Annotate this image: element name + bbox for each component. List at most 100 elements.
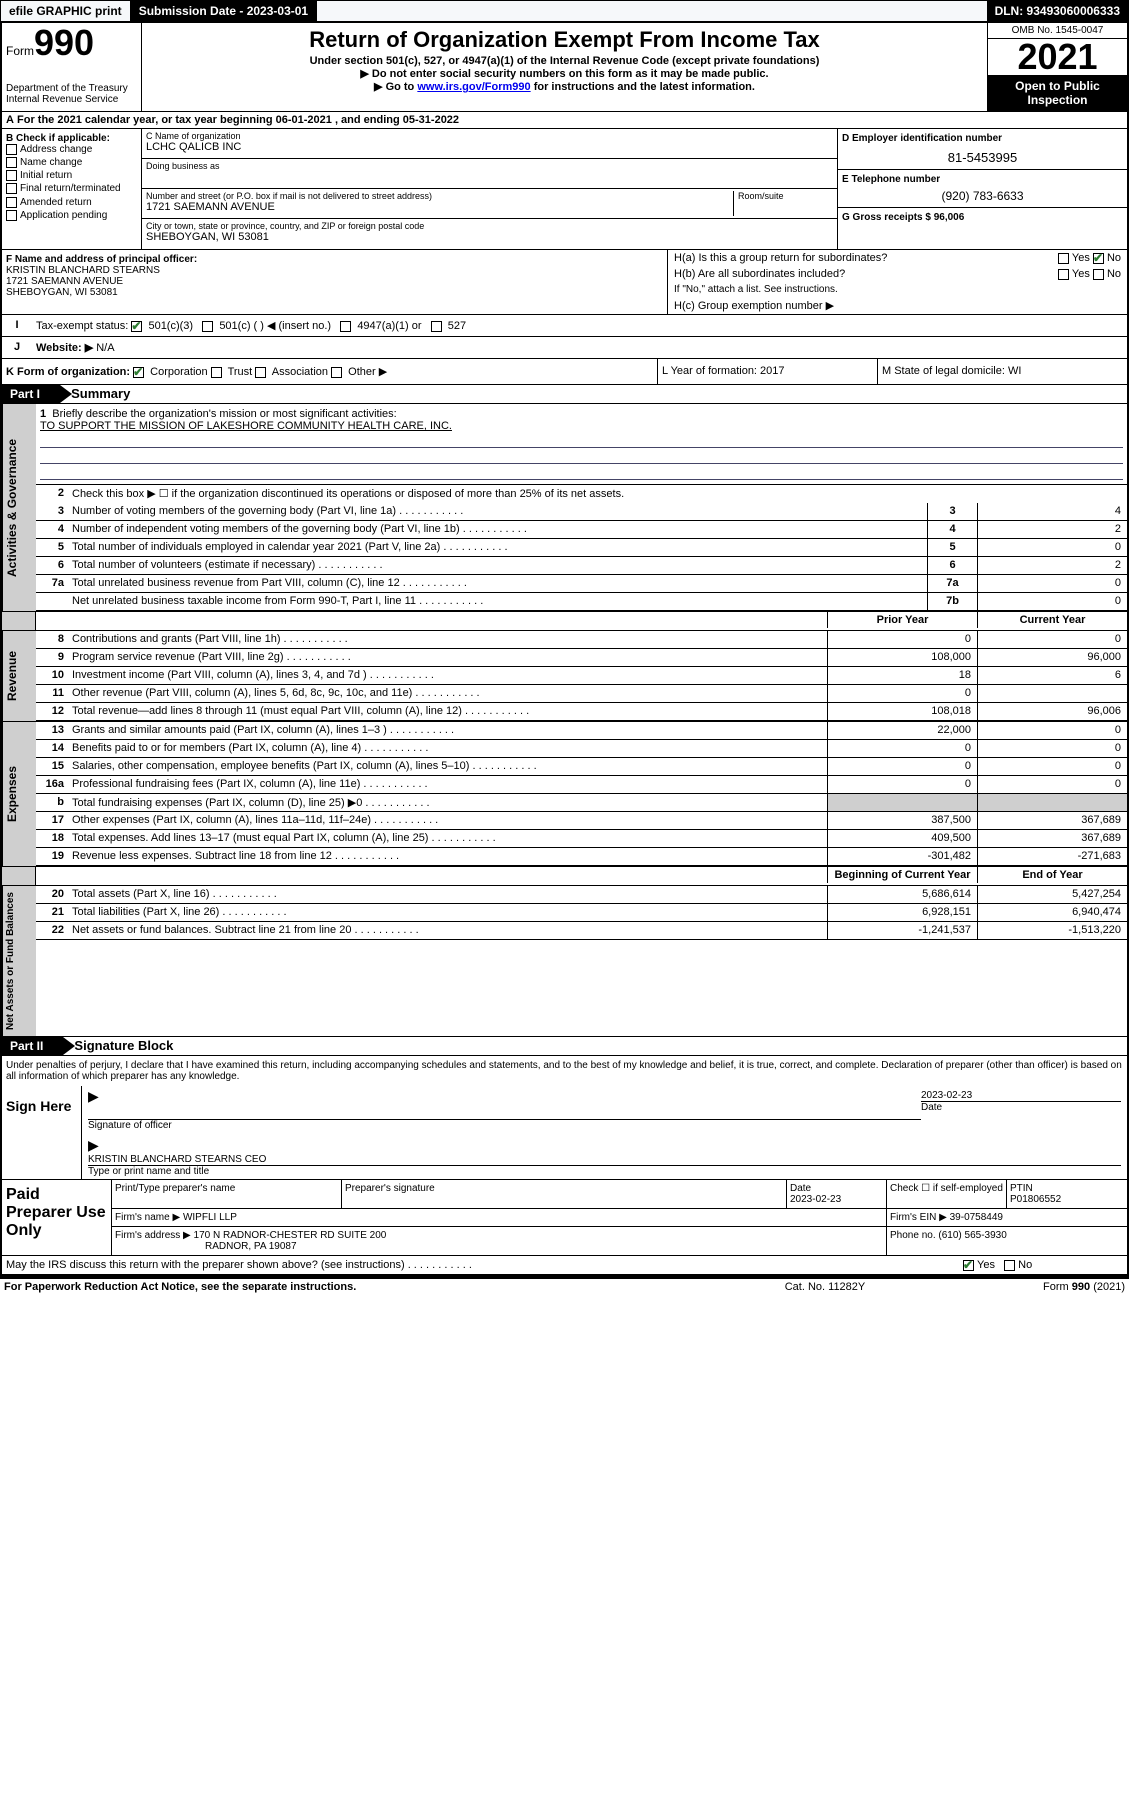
addr-label: Number and street (or P.O. box if mail i…: [146, 191, 733, 201]
sign-here-label: Sign Here: [2, 1086, 82, 1179]
chk-application-pending[interactable]: [6, 210, 17, 221]
line-num: 3: [36, 503, 70, 520]
hb-no-chk[interactable]: [1093, 269, 1104, 280]
line-num: 4: [36, 521, 70, 538]
line-num: [36, 593, 70, 610]
officer-print-name: KRISTIN BLANCHARD STEARNS CEO: [88, 1154, 1121, 1165]
chk-501c[interactable]: [202, 321, 213, 332]
form-frame: Form990 Department of the Treasury Inter…: [0, 21, 1129, 1278]
submission-date: Submission Date - 2023-03-01: [131, 1, 317, 21]
col-b-label: B Check if applicable:: [6, 133, 137, 144]
chk-name-change[interactable]: [6, 157, 17, 168]
officer-name: KRISTIN BLANCHARD STEARNS: [6, 265, 663, 276]
line-text: Program service revenue (Part VIII, line…: [70, 649, 827, 666]
ptin-value: P01806552: [1010, 1194, 1061, 1205]
penalties-text: Under penalties of perjury, I declare th…: [2, 1056, 1127, 1086]
prior-year-header: Prior Year: [827, 612, 977, 628]
form-id: Form990: [6, 25, 137, 61]
line-num: 12: [36, 703, 70, 720]
hb-yes-chk[interactable]: [1058, 269, 1069, 280]
preparer-date: 2023-02-23: [790, 1194, 841, 1205]
current-val: 6,940,474: [977, 904, 1127, 921]
self-employed-chk[interactable]: Check ☐ if self-employed: [887, 1180, 1007, 1208]
line-num: 6: [36, 557, 70, 574]
prior-val: 6,928,151: [827, 904, 977, 921]
current-val: -1,513,220: [977, 922, 1127, 939]
discuss-yes-chk[interactable]: [963, 1260, 974, 1271]
line-text: Professional fundraising fees (Part IX, …: [70, 776, 827, 793]
line-val: 2: [977, 557, 1127, 574]
addr-street: 1721 SAEMANN AVENUE: [146, 201, 733, 213]
line-num: 13: [36, 722, 70, 739]
chk-4947[interactable]: [340, 321, 351, 332]
prior-val: 387,500: [827, 812, 977, 829]
prior-val: 0: [827, 631, 977, 648]
line-val: 0: [977, 575, 1127, 592]
line-num: 5: [36, 539, 70, 556]
chk-trust[interactable]: [211, 367, 222, 378]
prior-val: 0: [827, 776, 977, 793]
chk-501c3[interactable]: [131, 321, 142, 332]
current-val: 367,689: [977, 812, 1127, 829]
line-num: 18: [36, 830, 70, 847]
chk-corp[interactable]: [133, 367, 144, 378]
chk-other[interactable]: [331, 367, 342, 378]
part-ii-header: Part II: [2, 1037, 63, 1055]
rot-revenue: Revenue: [2, 631, 36, 721]
chk-final-return[interactable]: [6, 183, 17, 194]
chk-527[interactable]: [431, 321, 442, 332]
line-num: 21: [36, 904, 70, 921]
prior-val: 409,500: [827, 830, 977, 847]
org-name-label: C Name of organization: [146, 131, 833, 141]
ha-no-chk[interactable]: [1093, 253, 1104, 264]
ein-label: D Employer identification number: [842, 133, 1123, 144]
line1-text: Briefly describe the organization's miss…: [52, 408, 396, 420]
chk-address-change[interactable]: [6, 144, 17, 155]
line-val: 0: [977, 539, 1127, 556]
prior-val: 0: [827, 758, 977, 775]
chk-amended-return[interactable]: [6, 197, 17, 208]
line-text: Total unrelated business revenue from Pa…: [70, 575, 927, 592]
line-num: 19: [36, 848, 70, 865]
line-text: Total liabilities (Part X, line 26): [70, 904, 827, 921]
rot-activities-governance: Activities & Governance: [2, 404, 36, 611]
line-text: Total assets (Part X, line 16): [70, 886, 827, 903]
line-num: 16a: [36, 776, 70, 793]
line-num: 10: [36, 667, 70, 684]
preparer-name-label: Print/Type preparer's name: [112, 1180, 342, 1208]
prior-val: [827, 794, 977, 811]
top-bar: efile GRAPHIC print Submission Date - 20…: [0, 0, 1129, 22]
sig-officer-label: Signature of officer: [88, 1120, 172, 1131]
prior-val: 0: [827, 740, 977, 757]
current-val: 96,000: [977, 649, 1127, 666]
line-box: 7b: [927, 593, 977, 610]
line-num: 17: [36, 812, 70, 829]
line-val: 0: [977, 593, 1127, 610]
officer-addr2: SHEBOYGAN, WI 53081: [6, 287, 663, 298]
irs-link[interactable]: www.irs.gov/Form990: [417, 81, 530, 93]
chk-initial-return[interactable]: [6, 170, 17, 181]
paid-preparer-label: Paid Preparer Use Only: [2, 1180, 112, 1255]
tel-label: E Telephone number: [842, 174, 1123, 185]
ha-label: H(a) Is this a group return for subordin…: [674, 252, 887, 264]
efile-graphic-print[interactable]: efile GRAPHIC print: [1, 1, 131, 21]
line-num: 9: [36, 649, 70, 666]
discuss-no-chk[interactable]: [1004, 1260, 1015, 1271]
line-text: Contributions and grants (Part VIII, lin…: [70, 631, 827, 648]
current-val: 5,427,254: [977, 886, 1127, 903]
tel-value: (920) 783-6633: [842, 189, 1123, 203]
ha-yes-chk[interactable]: [1058, 253, 1069, 264]
form-header: Form990 Department of the Treasury Inter…: [2, 23, 1127, 112]
line-val: 4: [977, 503, 1127, 520]
chk-assoc[interactable]: [255, 367, 266, 378]
org-name: LCHC QALICB INC: [146, 141, 833, 153]
current-val: 6: [977, 667, 1127, 684]
firm-addr1: 170 N RADNOR-CHESTER RD SUITE 200: [194, 1230, 387, 1241]
rot-net-assets: Net Assets or Fund Balances: [2, 886, 36, 1036]
cat-no: Cat. No. 11282Y: [725, 1281, 925, 1293]
prior-val: 22,000: [827, 722, 977, 739]
gross-receipts: G Gross receipts $ 96,006: [842, 212, 1123, 223]
paperwork-notice: For Paperwork Reduction Act Notice, see …: [4, 1281, 725, 1293]
line-box: 4: [927, 521, 977, 538]
prior-val: -301,482: [827, 848, 977, 865]
